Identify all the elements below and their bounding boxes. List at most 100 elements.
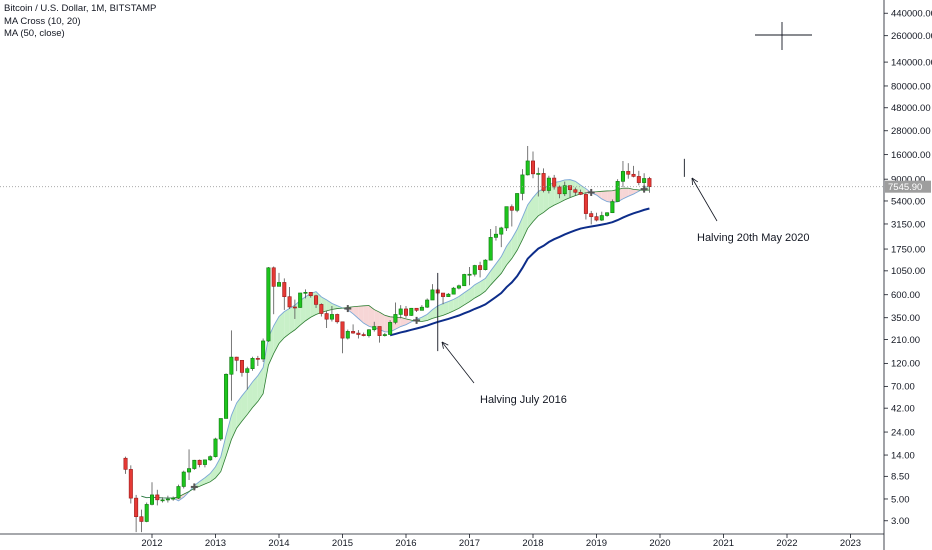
candle [139, 509, 144, 533]
candle [335, 313, 340, 324]
cloud-segment [279, 311, 285, 344]
cloud-segment [136, 490, 142, 497]
ma-legend: MA (50, close) [4, 28, 65, 39]
candle [599, 211, 604, 221]
cloud-segment [570, 179, 576, 198]
candle [382, 332, 387, 337]
cloud-segment [220, 435, 227, 472]
candle [583, 192, 588, 220]
candle [541, 168, 546, 193]
cloud-segment [305, 293, 311, 321]
candle [372, 321, 377, 332]
cloud-segment [453, 296, 459, 311]
price-tick-label: 140000.00 [891, 57, 932, 68]
time-tick-label: 2014 [268, 538, 289, 549]
candle [525, 145, 530, 176]
ma-cross-marker [344, 305, 352, 313]
candle [255, 355, 260, 366]
candle [605, 212, 610, 217]
annotation-arrows [441, 177, 718, 384]
ma-50-line [389, 207, 650, 337]
cloud-segment [464, 289, 470, 305]
candle [456, 284, 461, 290]
candle [615, 179, 620, 202]
cloud-segment [527, 197, 533, 229]
price-tick-label: 3150.00 [891, 219, 925, 230]
cloud-segment [480, 278, 486, 296]
candle [467, 266, 472, 286]
ma-cross-marker [587, 188, 595, 196]
price-tick-label: 42.00 [891, 403, 915, 414]
candle [271, 266, 276, 315]
candles [123, 145, 652, 533]
candle [414, 307, 419, 313]
time-axis[interactable]: 2012 2013 2014 2015 2016 2017 2018 2019 2020 2021… [141, 534, 861, 549]
candle [568, 185, 573, 198]
halving-2020-arrow [691, 177, 718, 222]
cloud-segment [406, 318, 412, 325]
candle [171, 496, 176, 501]
candle [493, 226, 498, 241]
price-tick-label: 8.50 [891, 472, 910, 483]
candle [250, 356, 255, 371]
cloud-segment [226, 415, 232, 457]
price-tick-label: 80000.00 [891, 81, 931, 92]
candle [165, 495, 170, 503]
candle [308, 291, 313, 298]
ma-cross-cloud [125, 179, 650, 501]
candle [155, 489, 160, 506]
candle [530, 151, 535, 179]
price-tick-label: 48000.00 [891, 103, 931, 114]
price-axis[interactable]: 440000.00 260000.00 140000.00 80000.00 48000… [884, 9, 932, 528]
time-tick-label: 2021 [713, 538, 734, 549]
cloud-segment [533, 191, 539, 222]
candle [224, 373, 229, 419]
cloud-segment [331, 303, 338, 310]
candle [573, 187, 578, 196]
candle [192, 459, 197, 470]
candle [144, 502, 149, 523]
current-price-value: 7545.90 [888, 182, 922, 193]
price-tick-label: 16000.00 [891, 150, 931, 161]
candle [589, 210, 594, 225]
price-tick-label: 600.00 [891, 290, 920, 301]
candle [393, 302, 398, 325]
candle [202, 459, 207, 468]
candle [134, 494, 139, 533]
time-tick-label: 2012 [141, 538, 162, 549]
cloud-segment [448, 299, 454, 314]
candle [276, 272, 281, 287]
ma-cross-marker [640, 185, 648, 193]
cloud-segment [263, 337, 269, 394]
cloud-segment [469, 284, 475, 302]
candle [128, 465, 133, 504]
price-tick-label: 1050.00 [891, 266, 925, 277]
cloud-segment [210, 466, 216, 482]
price-tick-label: 24.00 [891, 427, 915, 438]
candle [536, 167, 541, 197]
current-price-label: 7545.90 [885, 180, 931, 193]
price-tick-label: 260000.00 [891, 31, 932, 42]
candle [282, 278, 287, 310]
candle [324, 310, 329, 329]
cloud-segment [353, 306, 359, 319]
candle [520, 169, 525, 201]
candle [446, 292, 451, 297]
candle [483, 259, 488, 271]
candle [478, 261, 483, 278]
cloud-segment [458, 292, 465, 309]
ma-cross-legend: MA Cross (10, 20) [4, 15, 81, 27]
cloud-segment [358, 305, 364, 324]
cloud-segment [273, 316, 279, 354]
candle [160, 497, 165, 503]
cloud-segment [596, 191, 602, 199]
candle [647, 176, 652, 193]
cloud-segment [236, 395, 242, 429]
time-tick-label: 2017 [459, 538, 480, 549]
price-tick-label: 120.00 [891, 359, 920, 370]
candle [552, 174, 557, 190]
cloud-segment [506, 238, 512, 266]
candle [229, 330, 234, 401]
cloud-segment [252, 375, 258, 408]
